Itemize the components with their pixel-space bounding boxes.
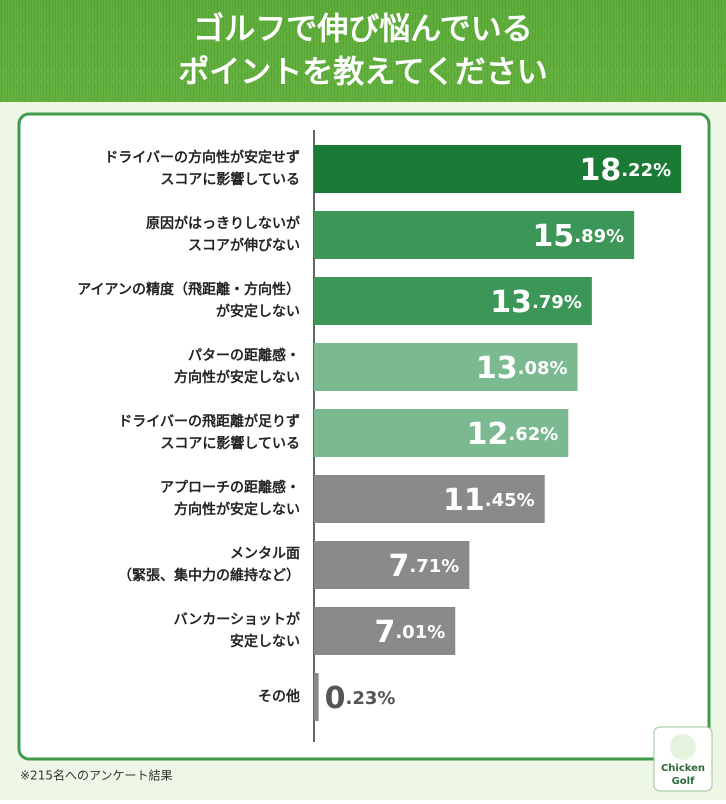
footnote: ※215名へのアンケート結果 (20, 768, 172, 783)
bar (314, 409, 569, 457)
category-label: アプローチの距離感・方向性が安定しない (160, 479, 300, 518)
value-label: 0.23% (325, 681, 396, 716)
category-label: アイアンの精度（飛距離・方向性）が安定しない (77, 281, 300, 320)
bar (314, 475, 545, 523)
category-label: バンカーショットが安定しない (174, 611, 301, 650)
bar (314, 277, 592, 325)
category-label: ドライバーの方向性が安定せずスコアに影響している (104, 149, 300, 188)
value-label: 7.71% (389, 549, 460, 584)
title-line: ゴルフで伸び悩んでいる (193, 12, 532, 48)
value-label: 12.62% (467, 417, 559, 452)
value-label: 7.01% (374, 615, 445, 650)
value-label: 11.45% (443, 483, 535, 518)
category-label: メンタル面（緊張、集中力の維持など） (118, 546, 300, 584)
category-label: パターの距離感・方向性が安定しない (174, 347, 300, 386)
logo-icon (670, 734, 696, 760)
title-line: ポイントを教えてください (178, 55, 548, 91)
bar (314, 607, 456, 655)
logo-text: Chicken (661, 763, 705, 774)
value-label: 13.08% (476, 351, 568, 386)
bar (314, 145, 682, 193)
value-label: 18.22% (579, 153, 671, 188)
bar (314, 673, 319, 721)
category-label: その他 (258, 688, 300, 705)
value-label: 13.79% (490, 285, 582, 320)
logo-text: Golf (672, 776, 696, 787)
category-label: ドライバーの飛距離が足りずスコアに影響している (118, 413, 300, 452)
bar (314, 343, 578, 391)
bar (314, 211, 635, 259)
category-label: 原因がはっきりしないがスコアが伸びない (146, 215, 301, 254)
bar (314, 541, 470, 589)
value-label: 15.89% (533, 219, 625, 254)
